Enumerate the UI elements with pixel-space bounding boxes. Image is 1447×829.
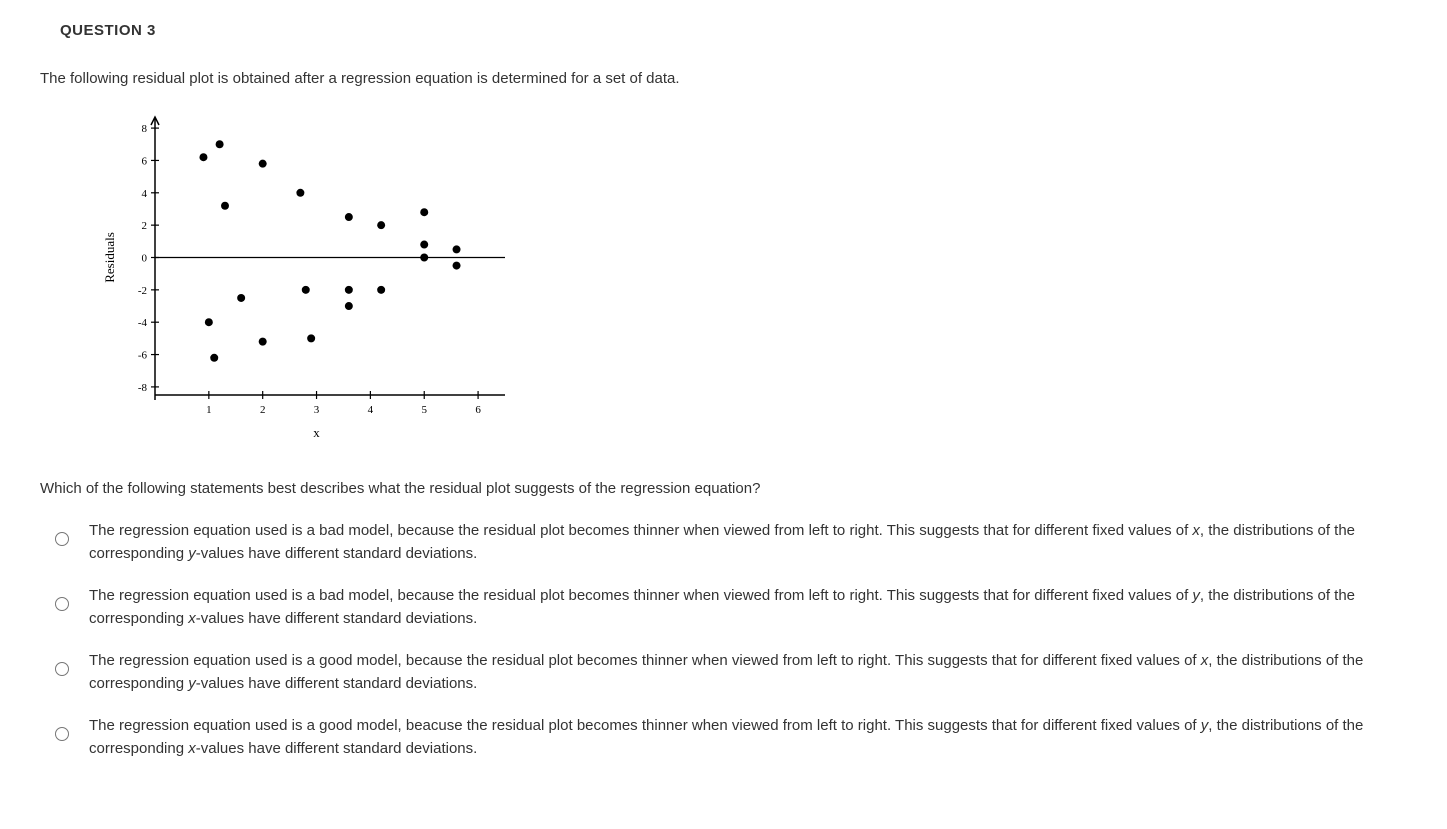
residual-scatter-chart: -8 -6 -4 -2 0 2 4 6 8 1 2 3 4 5 6 x Residuals	[100, 105, 1407, 453]
svg-text:-6: -6	[138, 350, 148, 362]
svg-text:0: 0	[142, 253, 148, 265]
svg-text:2: 2	[142, 220, 148, 232]
options-container: The regression equation used is a bad mo…	[40, 520, 1407, 760]
option-radio[interactable]	[55, 597, 69, 611]
option-text: The regression equation used is a bad mo…	[89, 520, 1407, 565]
intro-text: The following residual plot is obtained …	[40, 68, 1407, 91]
option-text: The regression equation used is a good m…	[89, 715, 1407, 760]
option-row: The regression equation used is a good m…	[40, 650, 1407, 695]
svg-text:3: 3	[314, 404, 320, 416]
option-row: The regression equation used is a bad mo…	[40, 520, 1407, 565]
svg-text:-8: -8	[138, 382, 148, 394]
svg-text:4: 4	[368, 404, 374, 416]
svg-text:8: 8	[142, 123, 148, 135]
svg-text:4: 4	[142, 188, 148, 200]
option-radio[interactable]	[55, 662, 69, 676]
svg-text:5: 5	[421, 404, 427, 416]
svg-text:x: x	[313, 425, 320, 440]
option-row: The regression equation used is a bad mo…	[40, 585, 1407, 630]
option-radio[interactable]	[55, 532, 69, 546]
svg-text:6: 6	[142, 155, 148, 167]
svg-text:-4: -4	[138, 317, 148, 329]
prompt-text: Which of the following statements best d…	[40, 478, 1407, 501]
svg-text:1: 1	[206, 404, 212, 416]
option-text: The regression equation used is a bad mo…	[89, 585, 1407, 630]
svg-text:Residuals: Residuals	[102, 232, 117, 283]
option-text: The regression equation used is a good m…	[89, 650, 1407, 695]
question-header: QUESTION 3	[60, 20, 1407, 43]
svg-text:-2: -2	[138, 285, 147, 297]
svg-text:2: 2	[260, 404, 266, 416]
option-radio[interactable]	[55, 727, 69, 741]
svg-text:6: 6	[475, 404, 481, 416]
option-row: The regression equation used is a good m…	[40, 715, 1407, 760]
